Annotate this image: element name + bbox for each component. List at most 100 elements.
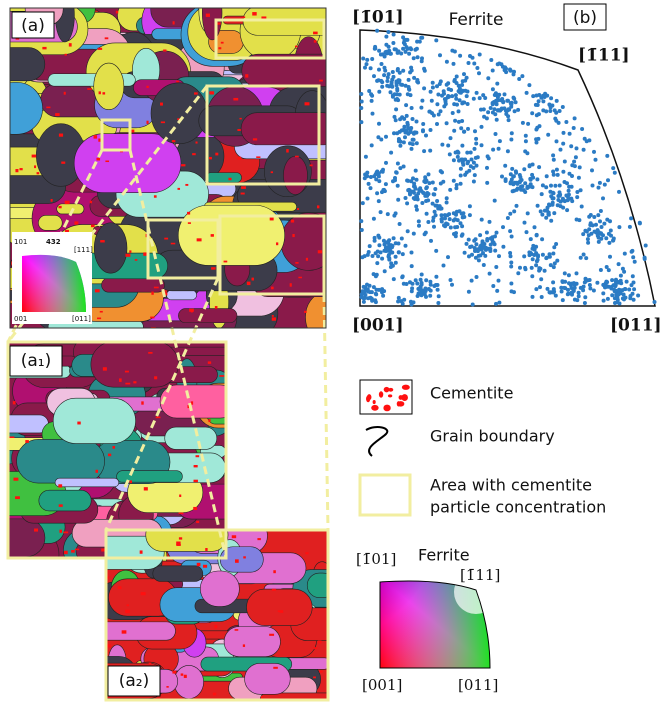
orientation-point [575,190,580,194]
cementite-particle [65,229,69,234]
orientation-point [574,281,579,286]
orientation-point [559,289,564,294]
orientation-point [512,109,517,114]
cementite-particle [150,316,155,319]
cementite-particle [93,135,98,139]
orientation-point [364,62,369,67]
inset-key-label: [011] [72,315,91,323]
orientation-point [367,244,372,249]
orientation-point [506,98,510,103]
orientation-point [432,192,437,197]
orientation-point [473,129,477,134]
orientation-point [481,251,485,256]
orientation-point [412,184,417,189]
grain [205,172,242,183]
orientation-point [574,271,579,276]
orientation-point [415,281,420,286]
orientation-point [627,287,632,292]
orientation-point [534,232,539,237]
orientation-point [410,286,415,291]
orientation-point [431,218,436,223]
orientation-point [395,183,400,188]
orientation-point [533,102,538,107]
orientation-point [413,168,418,173]
orientation-point [424,278,429,283]
cementite-particle [94,289,100,293]
orientation-point [395,97,400,101]
orientation-point [399,236,404,241]
cementite-particle [164,292,168,296]
grain [164,426,218,450]
orientation-point [467,213,472,218]
orientation-point [509,264,514,269]
orientation-point [435,122,439,126]
orientation-point [450,48,455,53]
cementite-particle [160,121,166,124]
orientation-point [581,147,586,152]
orientation-point [632,287,637,292]
orientation-point [508,172,513,177]
orientation-point [409,250,414,255]
orientation-point [581,284,586,289]
orientation-point [409,264,414,269]
orientation-point [425,191,430,195]
orientation-point [462,72,466,77]
orientation-point [579,204,584,209]
orientation-point [434,38,439,43]
grain [52,397,136,444]
orientation-point [377,48,382,53]
cementite-particle [218,47,222,50]
cementite-particle [50,199,53,202]
orientation-point [526,121,531,126]
orientation-point [510,166,515,171]
cementite-particle [245,74,249,78]
cementite-particle [64,53,67,56]
orientation-point [375,28,380,33]
orientation-point [444,200,449,205]
color-key-label: [011] [458,676,498,694]
orientation-point [587,283,592,287]
orientation-point [388,90,393,95]
orientation-point [446,87,451,92]
orientation-point [394,83,399,88]
orientation-point [530,162,535,167]
orientation-point [415,294,420,298]
orientation-point [495,81,500,86]
orientation-point [494,301,498,306]
cementite-particle [190,401,194,405]
orientation-point [365,252,370,257]
orientation-point [402,124,407,129]
orientation-point [528,251,533,255]
orientation-point [371,285,376,290]
grain [240,112,326,146]
cementite-particle [219,375,225,377]
orientation-point [562,285,567,290]
orientation-point [637,221,642,226]
orientation-point [478,233,483,238]
orientation-point [612,170,617,175]
orientation-point [457,158,461,163]
orientation-point [551,169,556,174]
cementite-particle [196,562,201,567]
orientation-point [614,277,618,282]
orientation-point [428,128,433,132]
grain [246,588,313,626]
orientation-point [392,47,397,52]
orientation-point [505,108,510,113]
orientation-point [398,117,403,122]
orientation-point [530,246,535,251]
orientation-point [375,78,380,83]
orientation-point [539,192,544,197]
orientation-point [489,58,494,62]
cementite-particle [396,401,401,407]
orientation-point [565,208,570,213]
orientation-point [466,237,471,242]
cementite-particle [237,156,242,160]
orientation-point [390,94,395,99]
orientation-point [567,131,572,136]
orientation-point [509,281,514,286]
orientation-point [599,225,604,229]
cementite-particle [241,186,246,189]
orientation-point [417,287,422,292]
orientation-point [606,231,611,236]
